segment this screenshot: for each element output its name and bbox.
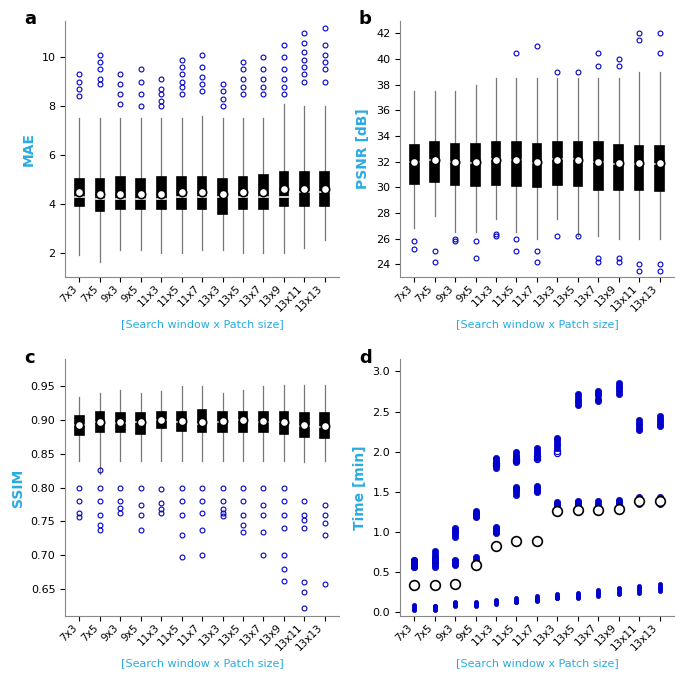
Bar bbox=[238, 177, 247, 208]
Bar bbox=[512, 143, 521, 186]
Bar bbox=[75, 179, 84, 206]
Bar bbox=[136, 179, 145, 208]
X-axis label: [Search window x Patch size]: [Search window x Patch size] bbox=[456, 658, 619, 668]
Bar bbox=[157, 412, 166, 428]
Bar bbox=[116, 177, 125, 208]
Bar bbox=[177, 177, 186, 208]
Bar bbox=[157, 177, 166, 208]
Bar bbox=[219, 412, 227, 433]
Bar bbox=[259, 175, 268, 208]
Bar bbox=[656, 146, 664, 191]
Bar bbox=[136, 414, 145, 434]
Bar bbox=[410, 145, 419, 183]
Text: b: b bbox=[359, 10, 372, 29]
Bar bbox=[116, 414, 125, 433]
Bar bbox=[177, 412, 186, 431]
X-axis label: [Search window x Patch size]: [Search window x Patch size] bbox=[456, 319, 619, 329]
Bar bbox=[96, 179, 104, 211]
Bar bbox=[198, 177, 206, 208]
Bar bbox=[492, 143, 500, 185]
Bar bbox=[430, 143, 439, 182]
Bar bbox=[300, 172, 309, 206]
X-axis label: [Search window x Patch size]: [Search window x Patch size] bbox=[121, 658, 284, 668]
Bar bbox=[321, 172, 329, 206]
Bar bbox=[259, 412, 268, 433]
Bar bbox=[573, 143, 582, 186]
Bar bbox=[238, 412, 247, 433]
Bar bbox=[594, 143, 603, 190]
Y-axis label: PSNR [dB]: PSNR [dB] bbox=[356, 109, 371, 189]
Bar bbox=[553, 143, 562, 185]
Bar bbox=[279, 412, 288, 434]
Bar bbox=[321, 414, 329, 438]
X-axis label: [Search window x Patch size]: [Search window x Patch size] bbox=[121, 319, 284, 329]
Y-axis label: Time [min]: Time [min] bbox=[353, 445, 367, 530]
Bar bbox=[635, 146, 643, 190]
Bar bbox=[471, 144, 480, 186]
Bar bbox=[219, 179, 227, 214]
Y-axis label: SSIM: SSIM bbox=[11, 469, 25, 507]
Bar bbox=[96, 412, 104, 433]
Bar bbox=[533, 144, 541, 187]
Text: d: d bbox=[359, 349, 372, 367]
Bar bbox=[198, 410, 206, 433]
Bar bbox=[300, 414, 309, 437]
Bar bbox=[614, 145, 623, 190]
Bar bbox=[279, 172, 288, 206]
Bar bbox=[451, 144, 460, 185]
Bar bbox=[75, 416, 84, 435]
Text: a: a bbox=[24, 10, 36, 29]
Y-axis label: MAE: MAE bbox=[22, 132, 36, 166]
Text: c: c bbox=[24, 349, 35, 367]
